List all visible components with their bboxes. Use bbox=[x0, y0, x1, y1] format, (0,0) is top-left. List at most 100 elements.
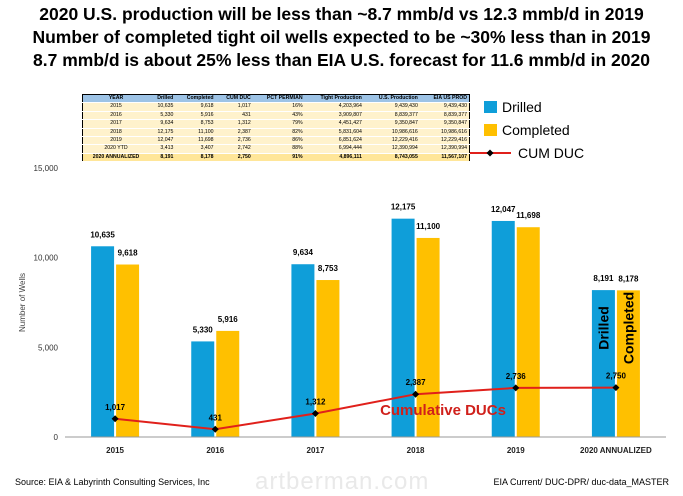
table-header-cell: CUM DUC bbox=[215, 94, 253, 104]
data-label-drilled: 8,191 bbox=[593, 274, 614, 283]
bar-drilled bbox=[291, 264, 315, 437]
legend-label: Drilled bbox=[502, 99, 542, 115]
x-tick-label: 2018 bbox=[407, 446, 425, 455]
table-cell: 8,191 bbox=[149, 153, 176, 163]
y-tick-label: 0 bbox=[54, 433, 59, 442]
table-cell: 43% bbox=[252, 111, 305, 121]
data-label-drilled: 10,635 bbox=[90, 230, 115, 239]
table-header-cell: Drilled bbox=[149, 94, 176, 104]
data-label-completed: 9,618 bbox=[118, 249, 139, 258]
table-cell: 2018 bbox=[82, 128, 150, 138]
table-header-row: YEAR Drilled Completed CUM DUC PCT PERMIAN Ti… bbox=[82, 94, 470, 104]
table-cell: 82% bbox=[252, 128, 305, 138]
y-tick-label: 10,000 bbox=[34, 254, 59, 263]
table-body: 2015 10,635 9,618 1,017 16% 4,203,964 9,439,43… bbox=[82, 102, 470, 163]
table-cell: 9,439,430 bbox=[363, 102, 420, 112]
table-cell: 11,567,107 bbox=[419, 153, 470, 163]
table-header-cell: Tight Production bbox=[304, 94, 364, 104]
x-tick-label: 2020 ANNUALIZED bbox=[580, 446, 652, 455]
table-cell: 4,896,111 bbox=[304, 153, 364, 163]
bar-drilled bbox=[391, 218, 415, 437]
table-cell: 2020 ANNUALIZED bbox=[82, 153, 150, 163]
table-cell: 9,618 bbox=[175, 102, 216, 112]
bar-completed bbox=[116, 264, 140, 437]
legend-swatch-drilled bbox=[484, 101, 497, 113]
table-header-cell: EIA US PROD bbox=[419, 94, 470, 104]
table-cell: 9,350,847 bbox=[419, 119, 470, 129]
bar-drilled bbox=[491, 220, 515, 437]
data-label-cum-duc: 2,387 bbox=[406, 378, 427, 387]
data-label-drilled: 12,175 bbox=[391, 203, 416, 212]
table-cell: 91% bbox=[252, 153, 305, 163]
data-label-cum-duc: 1,017 bbox=[105, 403, 126, 412]
cum-duc-marker bbox=[311, 409, 319, 417]
table-row: 2018 12,175 11,100 2,387 82% 5,831,604 10,986,… bbox=[82, 128, 470, 138]
headline-1: 2020 U.S. production will be less than ~… bbox=[39, 4, 644, 24]
table-cell: 79% bbox=[252, 119, 305, 129]
table-cell: 12,390,994 bbox=[419, 144, 470, 154]
legend-marker-cum-duc bbox=[486, 149, 494, 157]
table-cell: 5,831,604 bbox=[304, 128, 364, 138]
table-cell: 12,390,994 bbox=[363, 144, 420, 154]
table-cell: 4,451,427 bbox=[304, 119, 364, 129]
table-cell: 11,100 bbox=[175, 128, 216, 138]
x-tick-label: 2019 bbox=[507, 446, 525, 455]
legend-label: CUM DUC bbox=[518, 145, 584, 161]
table-cell: 431 bbox=[215, 111, 253, 121]
cum-duc-marker bbox=[211, 425, 219, 433]
table-cell: 9,634 bbox=[149, 119, 176, 129]
table-cell: 12,175 bbox=[149, 128, 176, 138]
data-label-drilled: 9,634 bbox=[293, 248, 314, 257]
annotation-drilled: Drilled bbox=[595, 306, 611, 350]
table-cell: 1,312 bbox=[215, 119, 253, 129]
table-cell: 5,330 bbox=[149, 111, 176, 121]
x-tick-label: 2017 bbox=[307, 446, 325, 455]
table-header-cell: Completed bbox=[175, 94, 216, 104]
table-cell: 9,439,430 bbox=[419, 102, 470, 112]
table-row: 2020 ANNUALIZED 8,191 8,178 2,750 91% 4,896,1… bbox=[82, 153, 470, 163]
table-cell: 2,387 bbox=[215, 128, 253, 138]
x-tick-label: 2015 bbox=[106, 446, 124, 455]
table-cell: 2016 bbox=[82, 111, 150, 121]
table-header-cell: YEAR bbox=[82, 94, 150, 104]
y-tick-label: 5,000 bbox=[38, 343, 59, 352]
table-cell: 2017 bbox=[82, 119, 150, 129]
annotation-cumulative-ducs: Cumulative DUCs bbox=[380, 402, 506, 419]
data-label-completed: 11,100 bbox=[416, 222, 441, 231]
table-cell: 10,635 bbox=[149, 102, 176, 112]
bar-drilled bbox=[591, 290, 615, 437]
data-label-cum-duc: 1,312 bbox=[305, 397, 326, 406]
bar-drilled bbox=[191, 341, 215, 437]
data-label-completed: 8,753 bbox=[318, 264, 339, 273]
table-cell: 12,047 bbox=[149, 136, 176, 146]
cum-duc-marker bbox=[412, 390, 420, 398]
table-cell: 16% bbox=[252, 102, 305, 112]
table-cell: 9,350,847 bbox=[363, 119, 420, 129]
table-cell: 88% bbox=[252, 144, 305, 154]
table-row: 2017 9,634 8,753 1,312 79% 4,451,427 9,350,847… bbox=[82, 119, 470, 129]
table-cell: 8,839,377 bbox=[419, 111, 470, 121]
legend-swatch-completed bbox=[484, 124, 497, 136]
table-cell: 3,909,807 bbox=[304, 111, 364, 121]
bar-completed bbox=[416, 237, 440, 437]
table-cell: 2015 bbox=[82, 102, 150, 112]
table-header-cell: U.S. Production bbox=[363, 94, 420, 104]
table-cell: 8,839,377 bbox=[363, 111, 420, 121]
table-cell: 2,750 bbox=[215, 153, 253, 163]
cum-duc-marker bbox=[612, 384, 620, 392]
table-row: 2019 12,047 11,698 2,736 86% 6,851,624 12,229,… bbox=[82, 136, 470, 146]
bar-completed bbox=[616, 290, 640, 437]
watermark: artberman.com bbox=[255, 468, 430, 495]
source-note: Source: EIA & Labyrinth Consulting Servi… bbox=[15, 477, 210, 487]
table-cell: 8,743,055 bbox=[363, 153, 420, 163]
y-tick-label: 15,000 bbox=[34, 164, 59, 173]
table-cell: 86% bbox=[252, 136, 305, 146]
table-cell: 4,203,964 bbox=[304, 102, 364, 112]
table-cell: 11,698 bbox=[175, 136, 216, 146]
table-cell: 12,229,416 bbox=[363, 136, 420, 146]
table-cell: 2,742 bbox=[215, 144, 253, 154]
table-cell: 2020 YTD bbox=[82, 144, 150, 154]
data-label-completed: 5,916 bbox=[218, 315, 239, 324]
table-cell: 2019 bbox=[82, 136, 150, 146]
